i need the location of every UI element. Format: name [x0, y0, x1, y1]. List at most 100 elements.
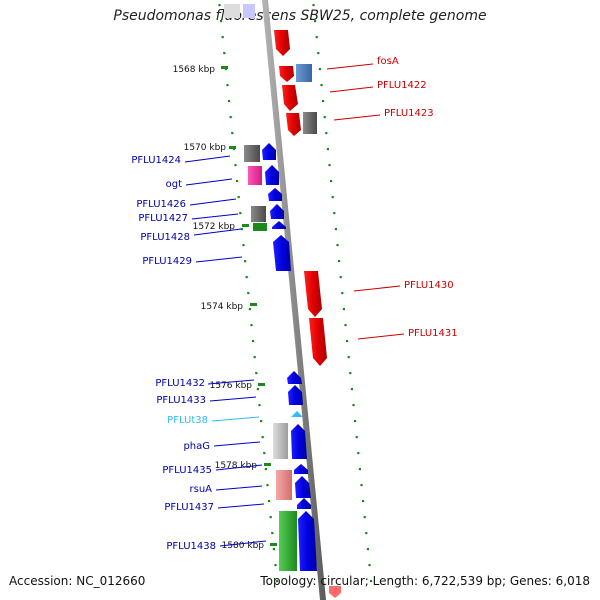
right-track-dot	[322, 100, 325, 103]
leader-line-rsuA	[215, 485, 263, 491]
label-PFLU1428: PFLU1428	[140, 232, 190, 243]
ruler-tick	[221, 66, 228, 69]
right-track-dot	[368, 564, 371, 567]
gene-PFLUt38	[291, 411, 303, 417]
right-track-dot	[330, 180, 333, 183]
left-track-dot	[274, 564, 277, 567]
right-track-dot	[341, 292, 344, 295]
leader-line-ogt	[185, 178, 233, 186]
gene-PFLU1432	[287, 371, 302, 384]
ruler-tick	[258, 383, 265, 386]
gene-PFLU1423-gray	[303, 112, 317, 134]
label-PFLU1423: PFLU1423	[384, 108, 434, 119]
gene-PFLU1427	[270, 204, 284, 219]
leader-line-PFLU1424	[184, 155, 231, 163]
left-track-dot	[255, 372, 258, 375]
gene-PFLU1433	[288, 385, 303, 405]
gene-fosA	[279, 66, 294, 82]
gene-PFLU1438	[298, 511, 317, 571]
right-track-dot	[354, 420, 357, 423]
gene-PFLU1431	[309, 318, 327, 366]
leader-line-PFLUt38	[211, 416, 260, 422]
right-track-dot	[366, 548, 369, 551]
left-track-dot	[218, 4, 221, 7]
left-track-dot	[226, 84, 229, 87]
label-PFLUt38: PFLUt38	[167, 415, 208, 426]
leader-line-PFLU1435	[215, 464, 263, 471]
right-track-dot	[331, 196, 334, 199]
ruler: 1568 kbp 1570 kbp 1572 kbp 1574 kbp 1576…	[173, 65, 277, 551]
right-track-dot	[346, 340, 349, 343]
leader-line-PFLU1429	[195, 256, 243, 263]
leader-line-PFLU1438	[219, 540, 267, 547]
right-track-dot	[326, 148, 329, 151]
right-track-dot	[328, 164, 331, 167]
forward-genes	[274, 30, 341, 598]
gene-forward-top	[274, 30, 290, 56]
left-track-dot	[240, 228, 243, 231]
left-track-dot	[247, 292, 250, 295]
ruler-label: 1570 kbp	[184, 143, 227, 153]
left-track-dot	[236, 180, 239, 183]
left-track-dot	[258, 404, 261, 407]
right-track-dot	[344, 324, 347, 327]
label-PFLU1430: PFLU1430	[404, 280, 454, 291]
top-lavender-feature	[243, 4, 255, 18]
label-PFLU1432: PFLU1432	[155, 378, 205, 389]
left-track-dot	[220, 20, 223, 23]
left-track-dot	[268, 500, 271, 503]
left-track-dot	[252, 340, 255, 343]
label-PFLU1438: PFLU1438	[166, 541, 216, 552]
leader-line-PFLU1432	[207, 379, 255, 385]
ruler-label: 1574 kbp	[201, 302, 244, 312]
right-track-dot	[365, 532, 368, 535]
gene-PFLU1437	[297, 498, 311, 509]
label-PFLU1435: PFLU1435	[162, 465, 212, 476]
left-track-dot	[228, 100, 231, 103]
right-track-dot	[370, 580, 373, 583]
ruler-tick	[242, 224, 249, 227]
genome-backbone	[262, 0, 326, 600]
gene-PFLU1435	[294, 464, 308, 474]
right-track-dot	[312, 4, 315, 7]
left-track-dot	[245, 276, 248, 279]
left-track-dot	[232, 148, 235, 151]
right-track-dot	[362, 500, 365, 503]
right-track-dot	[336, 244, 339, 247]
leader-line-fosA	[326, 63, 374, 70]
ruler-label: 1572 kbp	[193, 222, 236, 232]
left-track-dot	[272, 548, 275, 551]
right-track-dot	[342, 308, 345, 311]
label-PFLU1429: PFLU1429	[142, 256, 192, 267]
right-track-dot	[314, 20, 317, 23]
left-track-dot	[264, 468, 267, 471]
top-light-feature	[224, 4, 240, 18]
left-track-dot	[231, 132, 234, 135]
dotted-track-group	[218, 4, 373, 583]
leader-line-PFLU1437	[217, 503, 265, 509]
right-track-dot	[350, 388, 353, 391]
gene-rsuA	[295, 476, 311, 498]
right-track-dot	[325, 132, 328, 135]
right-track-dot	[339, 276, 342, 279]
reverse-genes	[244, 143, 317, 571]
ruler-label: 1568 kbp	[173, 65, 216, 75]
label-ogt: ogt	[166, 179, 182, 190]
left-track-dot	[244, 260, 247, 263]
right-track-dot	[318, 68, 321, 71]
gene-PFLU1427-gray	[251, 206, 266, 222]
accession-text: Accession: NC_012660	[9, 574, 146, 588]
ruler-label: 1576 kbp	[210, 381, 253, 391]
leader-line-PFLU1427	[191, 213, 239, 220]
leader-line-PFLU1430	[353, 285, 401, 292]
leader-line-PFLU1428	[193, 228, 242, 236]
leader-line-PFLU1423	[333, 114, 381, 121]
right-track-dot	[334, 228, 337, 231]
left-track-dot	[248, 308, 251, 311]
gene-PFLU1429	[273, 235, 291, 271]
left-track-dot	[269, 516, 272, 519]
left-track-dot	[223, 52, 226, 55]
leader-line-PFLU1426	[189, 198, 237, 206]
right-track-dot	[315, 36, 318, 39]
map-title: Pseudomonas fluorescens SBW25, complete …	[113, 8, 487, 24]
